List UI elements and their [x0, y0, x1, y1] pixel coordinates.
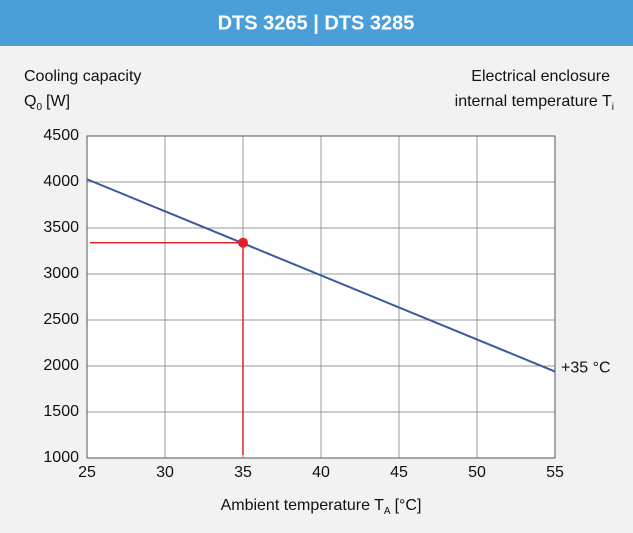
x-tick-label: 50	[468, 464, 486, 481]
x-tick-label: 25	[78, 464, 96, 481]
unit: [°C]	[395, 497, 422, 514]
subscript: 0	[36, 102, 42, 113]
y-axis-label: Cooling capacity	[24, 68, 141, 85]
y-axis-unit: Q0 [W]	[24, 93, 70, 112]
y-tick-label: 1000	[43, 449, 79, 466]
symbol: internal temperature T	[455, 93, 612, 110]
x-tick-label: 55	[546, 464, 564, 481]
y-tick-label: 1500	[43, 403, 79, 420]
y-tick-label: 3500	[43, 219, 79, 236]
chart-title: DTS 3265 | DTS 3285	[218, 12, 415, 34]
x-tick-label: 30	[156, 464, 174, 481]
label: Ambient temperature T	[221, 497, 385, 514]
subscript: i	[612, 102, 614, 113]
unit: [W]	[46, 93, 70, 110]
y2-axis-label: Electrical enclosure	[471, 68, 610, 85]
x-tick-label: 45	[390, 464, 408, 481]
x-tick-label: 35	[234, 464, 252, 481]
symbol: Q	[24, 93, 36, 110]
x-tick-label: 40	[312, 464, 330, 481]
x-axis-label: Ambient temperature TA [°C]	[221, 497, 422, 516]
plot-border	[86, 135, 556, 459]
y-tick-label: 2500	[43, 311, 79, 328]
y-tick-label: 4000	[43, 173, 79, 190]
y-tick-label: 3000	[43, 265, 79, 282]
subscript: A	[384, 506, 391, 517]
header-bar	[0, 0, 633, 46]
series-label: +35 °C	[561, 360, 611, 377]
y2-axis-label-2: internal temperature Ti	[455, 93, 614, 112]
y-tick-label: 2000	[43, 357, 79, 374]
series-line	[86, 178, 556, 373]
y-tick-label: 4500	[43, 127, 79, 144]
marker-point	[238, 237, 248, 248]
